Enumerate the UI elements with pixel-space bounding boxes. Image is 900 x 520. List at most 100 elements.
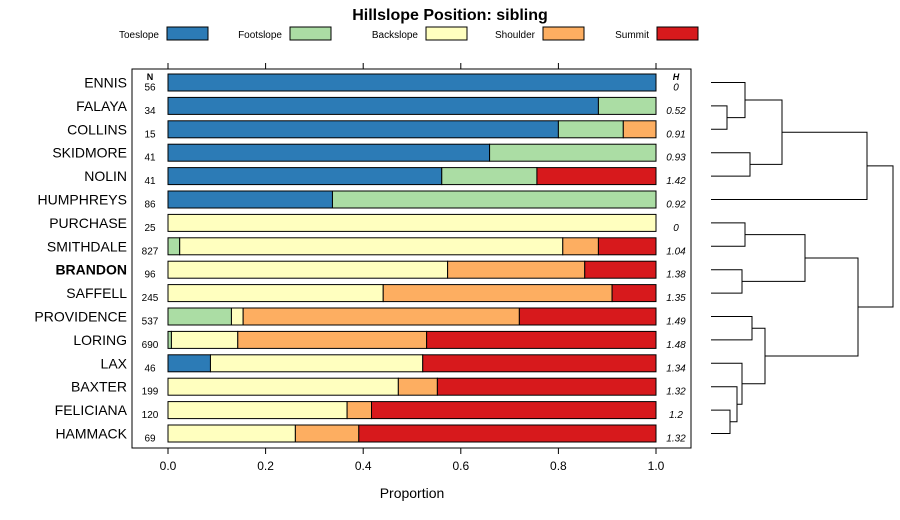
x-tick-label-0.4: 0.4 — [355, 459, 372, 473]
row-label-collins: COLLINS — [67, 121, 127, 137]
dendrogram-branch — [742, 327, 766, 385]
h-value-hammack: 1.32 — [666, 434, 686, 445]
bar-saffell-summit — [611, 284, 657, 303]
legend-label-backslope: Backslope — [372, 30, 419, 41]
bar-falaya-footslope — [597, 96, 657, 115]
h-value-purchase: 0 — [673, 223, 679, 234]
bar-brandon-summit — [584, 260, 657, 279]
row-label-smithdale: SMITHDALE — [47, 238, 127, 254]
bar-loring-summit — [426, 330, 657, 349]
bar-humphreys-toeslope — [167, 190, 333, 209]
h-value-lax: 1.34 — [666, 363, 686, 374]
bar-nolin-footslope — [441, 167, 538, 186]
row-label-hammack: HAMMACK — [55, 426, 127, 442]
x-axis-label: Proportion — [380, 485, 445, 501]
dendrogram-branch — [765, 257, 859, 357]
bar-baxter-shoulder — [397, 377, 438, 396]
legend-label-footslope: Footslope — [238, 30, 282, 41]
x-tick-label-0.6: 0.6 — [452, 459, 469, 473]
h-header: H — [673, 72, 680, 82]
legend-swatch-backslope — [425, 26, 468, 41]
legend-swatch-footslope — [289, 26, 332, 41]
bar-providence-shoulder — [242, 307, 520, 326]
dendrogram-branch — [745, 99, 783, 165]
n-value-humphreys: 86 — [144, 200, 156, 211]
bar-hammack-backslope — [167, 424, 296, 443]
dendrogram-branch — [742, 234, 806, 282]
row-label-lax: LAX — [101, 355, 128, 371]
h-value-providence: 1.49 — [666, 317, 686, 328]
h-value-baxter: 1.32 — [666, 387, 686, 398]
legend-swatch-shoulder — [542, 26, 585, 41]
bar-smithdale-shoulder — [562, 237, 599, 256]
n-value-skidmore: 41 — [144, 153, 156, 164]
h-value-loring: 1.48 — [666, 340, 686, 351]
legend-label-toeslope: Toeslope — [119, 30, 159, 41]
bar-nolin-summit — [536, 167, 657, 186]
row-label-humphreys: HUMPHREYS — [38, 192, 127, 208]
x-tick-label-0.8: 0.8 — [550, 459, 567, 473]
x-tick-label-1.0: 1.0 — [648, 459, 665, 473]
row-label-falaya: FALAYA — [76, 98, 128, 114]
bar-loring-footslope — [167, 330, 172, 349]
h-value-falaya: 0.52 — [666, 106, 686, 117]
dendrogram-branch — [711, 82, 746, 119]
h-value-saffell: 1.35 — [666, 293, 686, 304]
n-header: N — [147, 72, 154, 82]
n-value-ennis: 56 — [144, 83, 156, 94]
n-column: N56 34 15 41 41 86 25 827 96 245 537 690 46 199 120 69 — [142, 72, 159, 445]
bar-smithdale-footslope — [167, 237, 181, 256]
bar-loring-shoulder — [237, 330, 428, 349]
x-axis: 0.0 0.2 0.4 0.6 0.8 1.0 — [160, 63, 665, 473]
bar-ennis-toeslope — [167, 73, 657, 92]
y-axis-labels: ENNIS FALAYA COLLINS SKIDMORE NOLIN HUMPHREYS… — [34, 75, 127, 442]
h-value-humphreys: 0.92 — [666, 200, 686, 211]
x-tick-label-0.0: 0.0 — [160, 459, 177, 473]
bar-feliciana-summit — [371, 401, 657, 420]
row-label-baxter: BAXTER — [71, 379, 127, 395]
plot-frame — [131, 68, 692, 449]
dendrogram-branch — [711, 409, 731, 434]
bar-saffell-shoulder — [382, 284, 613, 303]
bar-falaya-toeslope — [167, 96, 599, 115]
n-value-collins: 15 — [144, 129, 156, 140]
legend-label-summit: Summit — [615, 30, 649, 41]
n-value-nolin: 41 — [144, 176, 156, 187]
legend-swatch-summit — [656, 26, 699, 41]
dendrogram-branch — [711, 152, 751, 177]
bar-collins-toeslope — [167, 120, 559, 139]
bars — [167, 73, 657, 443]
bar-brandon-backslope — [167, 260, 449, 279]
dendrogram-branch — [711, 269, 743, 294]
h-value-brandon: 1.38 — [666, 270, 686, 281]
bar-smithdale-backslope — [179, 237, 564, 256]
bar-feliciana-backslope — [167, 401, 348, 420]
row-label-feliciana: FELICIANA — [55, 402, 128, 418]
bar-providence-backslope — [230, 307, 244, 326]
h-value-ennis: 0 — [673, 83, 679, 94]
dendrogram-branch — [711, 105, 728, 130]
chart-title: Hillslope Position: sibling — [352, 7, 548, 24]
row-label-purchase: PURCHASE — [49, 215, 127, 231]
row-label-skidmore: SKIDMORE — [52, 145, 127, 161]
bar-loring-backslope — [170, 330, 239, 349]
dendrogram-branch — [711, 131, 868, 200]
row-label-ennis: ENNIS — [84, 75, 127, 91]
bar-hammack-shoulder — [294, 424, 360, 443]
bar-baxter-backslope — [167, 377, 399, 396]
bar-skidmore-toeslope — [167, 143, 491, 162]
bar-lax-toeslope — [167, 354, 211, 373]
dendrogram — [711, 82, 894, 434]
bar-baxter-summit — [436, 377, 657, 396]
legend: Toeslope Footslope Backslope Shoulder Summit — [119, 26, 699, 41]
h-column: H00.520.910.931.420.9201.041.381.351.491… — [666, 72, 686, 445]
n-value-saffell: 245 — [142, 293, 159, 304]
bar-lax-summit — [422, 354, 657, 373]
n-value-providence: 537 — [142, 317, 159, 328]
row-label-providence: PROVIDENCE — [34, 309, 127, 325]
bar-feliciana-shoulder — [346, 401, 373, 420]
bar-providence-footslope — [167, 307, 232, 326]
bar-purchase-backslope — [167, 213, 657, 232]
h-value-skidmore: 0.93 — [666, 153, 686, 164]
